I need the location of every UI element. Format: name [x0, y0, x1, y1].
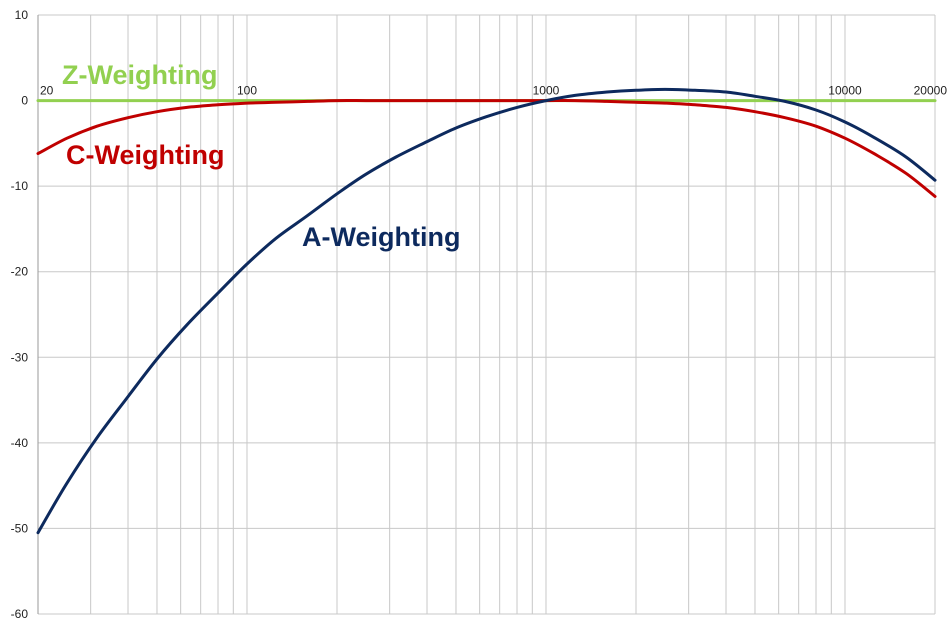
y-tick-label: -60	[11, 607, 29, 621]
y-tick-label: -20	[11, 265, 29, 279]
series-lines	[36, 87, 937, 535]
a-weighting-label: A-Weighting	[302, 222, 460, 252]
c-weighting-label: C-Weighting	[66, 140, 224, 170]
y-tick-label: 10	[15, 8, 29, 22]
x-tick-label: 100	[237, 84, 257, 98]
y-tick-label: -10	[11, 179, 29, 193]
c-weighting-line	[36, 99, 937, 198]
y-tick-labels: 10 0 -10 -20 -30 -40 -50 -60	[11, 8, 29, 621]
z-weighting-label: Z-Weighting	[62, 60, 217, 90]
y-tick-label: -40	[11, 436, 29, 450]
y-tick-label: -30	[11, 350, 29, 364]
y-tick-label: 0	[21, 94, 28, 108]
x-tick-label: 20	[40, 84, 54, 98]
vertical-gridlines	[90, 15, 936, 614]
x-tick-labels: 20 100 1000 10000 20000	[40, 84, 947, 98]
a-weighting-line	[36, 87, 937, 535]
x-tick-label: 20000	[914, 84, 948, 98]
series-labels: Z-Weighting C-Weighting A-Weighting	[62, 60, 460, 252]
x-tick-label: 10000	[828, 84, 862, 98]
x-tick-label: 1000	[533, 84, 560, 98]
y-tick-label: -50	[11, 521, 29, 535]
